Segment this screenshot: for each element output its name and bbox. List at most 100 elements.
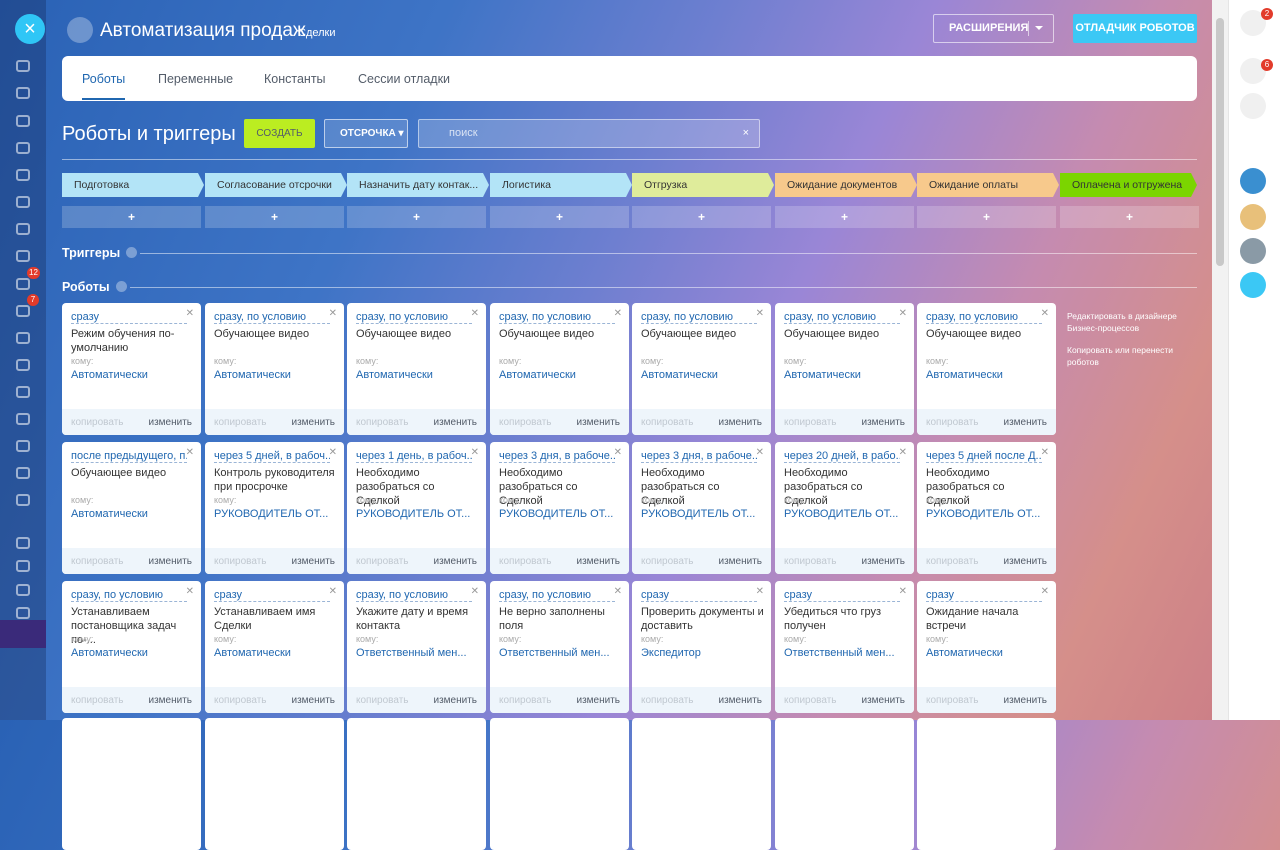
scrollbar[interactable]	[1212, 0, 1228, 720]
sidebar-icon[interactable]	[16, 494, 30, 506]
copy-link[interactable]: копировать	[214, 695, 267, 706]
edit-link[interactable]: изменить	[433, 556, 477, 567]
delete-robot[interactable]: ✕	[1040, 586, 1049, 597]
robot-condition[interactable]: сразу, по условию	[214, 311, 330, 324]
sidebar-icon[interactable]	[16, 250, 30, 262]
edit-link[interactable]: изменить	[861, 695, 905, 706]
edit-link[interactable]: изменить	[718, 556, 762, 567]
delete-robot[interactable]: ✕	[185, 586, 194, 597]
edit-link[interactable]: изменить	[861, 556, 905, 567]
sidebar-icon[interactable]	[16, 467, 30, 479]
copy-link[interactable]: копировать	[214, 417, 267, 428]
copy-link[interactable]: копировать	[641, 695, 694, 706]
copy-link[interactable]: копировать	[641, 556, 694, 567]
edit-link[interactable]: изменить	[148, 695, 192, 706]
tab[interactable]: Константы	[264, 72, 326, 86]
copy-link[interactable]: копировать	[499, 695, 552, 706]
delete-robot[interactable]: ✕	[898, 586, 907, 597]
copy-link[interactable]: копировать	[784, 556, 837, 567]
add-robot-button[interactable]: +	[1060, 206, 1199, 228]
robot-condition[interactable]: через 5 дней после Д...	[926, 450, 1042, 463]
copy-link[interactable]: копировать	[71, 695, 124, 706]
edit-link[interactable]: изменить	[861, 417, 905, 428]
edit-link[interactable]: изменить	[576, 695, 620, 706]
robot-condition[interactable]: сразу, по условию	[356, 589, 472, 602]
edit-link[interactable]: изменить	[718, 695, 762, 706]
clear-search[interactable]: ×	[742, 127, 749, 139]
robot-condition[interactable]: сразу	[784, 589, 900, 602]
active-app[interactable]	[0, 620, 46, 648]
edit-link[interactable]: изменить	[433, 417, 477, 428]
robot-condition[interactable]: через 1 день, в рабоч...	[356, 450, 472, 463]
delete-robot[interactable]: ✕	[185, 447, 194, 458]
sidebar-icon[interactable]	[16, 440, 30, 452]
sidebar-icon[interactable]	[16, 584, 30, 596]
debugger-button[interactable]: ОТЛАДЧИК РОБОТОВ	[1073, 14, 1197, 43]
copy-link[interactable]: копировать	[71, 556, 124, 567]
side-link[interactable]: Редактировать в дизайнере Бизнес-процесс…	[1067, 311, 1177, 333]
add-robot-button[interactable]: +	[775, 206, 914, 228]
sidebar-icon[interactable]	[16, 60, 30, 72]
delete-robot[interactable]: ✕	[755, 586, 764, 597]
delete-robot[interactable]: ✕	[185, 308, 194, 319]
add-robot-button[interactable]: +	[917, 206, 1056, 228]
copy-link[interactable]: копировать	[926, 556, 979, 567]
copy-link[interactable]: копировать	[356, 556, 409, 567]
robot-condition[interactable]: после предыдущего, п...	[71, 450, 187, 463]
copy-link[interactable]: копировать	[356, 695, 409, 706]
help-icon[interactable]	[115, 281, 127, 292]
edit-link[interactable]: изменить	[1003, 695, 1047, 706]
robot-condition[interactable]: сразу	[926, 589, 1042, 602]
extensions-button[interactable]: РАСШИРЕНИЯ	[933, 14, 1054, 43]
right-icon[interactable]	[1240, 132, 1266, 158]
sidebar-icon[interactable]	[16, 196, 30, 208]
edit-link[interactable]: изменить	[291, 695, 335, 706]
copy-link[interactable]: копировать	[926, 417, 979, 428]
sidebar-icon[interactable]	[16, 537, 30, 549]
robot-condition[interactable]: сразу, по условию	[499, 311, 615, 324]
delay-button[interactable]: ОТСРОЧКА ▾	[324, 119, 408, 148]
delete-robot[interactable]: ✕	[470, 447, 479, 458]
robot-condition[interactable]: сразу, по условию	[784, 311, 900, 324]
robot-condition[interactable]: через 20 дней, в рабо...	[784, 450, 900, 463]
right-icon[interactable]	[1240, 238, 1266, 264]
tab[interactable]: Сессии отладки	[358, 72, 451, 86]
sidebar-icon[interactable]	[16, 560, 30, 572]
robot-condition[interactable]: через 3 дня, в рабоче...	[641, 450, 757, 463]
sidebar-icon[interactable]	[16, 305, 30, 317]
delete-robot[interactable]: ✕	[613, 447, 622, 458]
copy-link[interactable]: копировать	[214, 556, 267, 567]
robot-condition[interactable]: сразу	[71, 311, 187, 324]
add-robot-button[interactable]: +	[490, 206, 629, 228]
sidebar-icon[interactable]	[16, 223, 30, 235]
add-robot-button[interactable]: +	[205, 206, 344, 228]
sidebar-icon[interactable]	[16, 332, 30, 344]
edit-link[interactable]: изменить	[1003, 556, 1047, 567]
tab[interactable]: Роботы	[82, 72, 126, 100]
edit-link[interactable]: изменить	[148, 556, 192, 567]
delete-robot[interactable]: ✕	[1040, 308, 1049, 319]
robot-condition[interactable]: сразу, по условию	[641, 311, 757, 324]
robot-condition[interactable]: сразу	[214, 589, 330, 602]
tab[interactable]: Переменные	[158, 72, 234, 86]
delete-robot[interactable]: ✕	[328, 308, 337, 319]
right-icon[interactable]	[1240, 168, 1266, 194]
edit-link[interactable]: изменить	[576, 417, 620, 428]
delete-robot[interactable]: ✕	[1040, 447, 1049, 458]
right-icon[interactable]	[1240, 272, 1266, 298]
sidebar-icon[interactable]	[16, 169, 30, 181]
edit-link[interactable]: изменить	[291, 417, 335, 428]
delete-robot[interactable]: ✕	[755, 447, 764, 458]
copy-link[interactable]: копировать	[784, 695, 837, 706]
robot-condition[interactable]: через 3 дня, в рабоче...	[499, 450, 615, 463]
edit-link[interactable]: изменить	[1003, 417, 1047, 428]
robot-condition[interactable]: сразу, по условию	[926, 311, 1042, 324]
delete-robot[interactable]: ✕	[898, 447, 907, 458]
add-robot-button[interactable]: +	[347, 206, 486, 228]
robot-condition[interactable]: сразу	[641, 589, 757, 602]
delete-robot[interactable]: ✕	[613, 308, 622, 319]
delete-robot[interactable]: ✕	[328, 586, 337, 597]
sidebar-icon[interactable]	[16, 278, 30, 290]
edit-link[interactable]: изменить	[148, 417, 192, 428]
copy-link[interactable]: копировать	[499, 556, 552, 567]
